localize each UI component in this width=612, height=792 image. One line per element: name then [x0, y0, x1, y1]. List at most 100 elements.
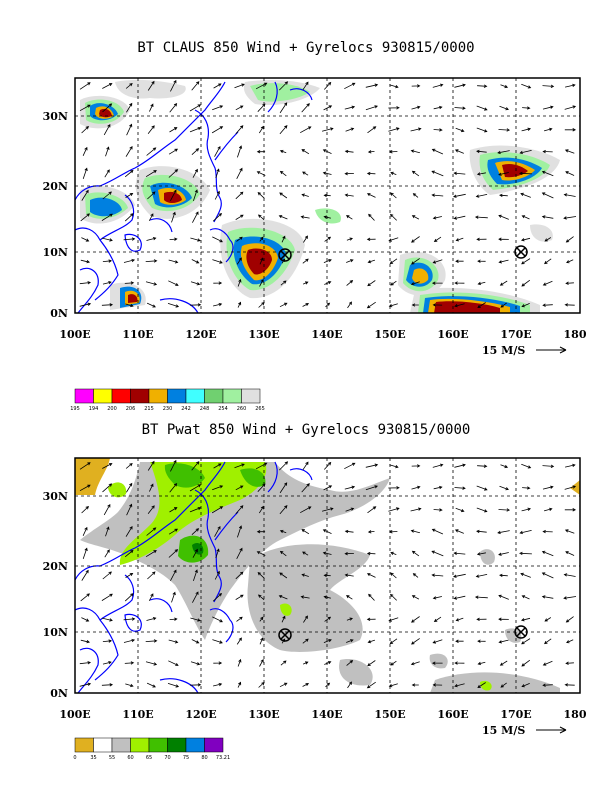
map1-gyre-marker	[514, 245, 528, 259]
wind-vector	[190, 237, 201, 242]
wind-vector	[215, 168, 220, 179]
wind-vector	[454, 486, 466, 490]
map1-reference-vector: 15 M/S	[482, 344, 567, 357]
map2-lon-label: 100E	[59, 708, 90, 721]
colorbar-label: 70	[164, 755, 170, 761]
wind-vector	[279, 505, 288, 515]
wind-vector	[344, 462, 356, 470]
wind-vector	[102, 463, 113, 469]
wind-vector	[101, 617, 113, 622]
wind-vector	[541, 572, 554, 579]
wind-vector	[498, 172, 509, 176]
wind-vector	[102, 483, 113, 493]
wind-vector	[101, 683, 114, 687]
wind-vector	[565, 551, 575, 556]
wind-vector	[169, 237, 178, 241]
wind-vector	[543, 507, 553, 512]
wind-vector	[411, 638, 420, 645]
wind-vector	[81, 506, 90, 514]
map1-coastlines	[74, 81, 313, 314]
wind-vector	[79, 484, 91, 492]
wind-vector	[563, 193, 576, 197]
wind-vector	[432, 639, 443, 644]
wind-vector	[498, 508, 511, 512]
wind-vector	[431, 550, 444, 557]
wind-vector	[103, 503, 111, 516]
wind-vector	[500, 464, 509, 469]
colorbar-swatch	[167, 388, 187, 404]
wind-vector	[212, 639, 223, 644]
wind-vector	[235, 505, 244, 515]
wind-vector	[455, 127, 465, 133]
wind-vector	[476, 529, 487, 534]
wind-vector	[279, 149, 287, 154]
map2-lon-label: 140E	[311, 708, 342, 721]
wind-vector	[82, 167, 88, 180]
wind-vector	[301, 149, 310, 155]
wind-vector	[189, 507, 202, 513]
wind-vector	[500, 682, 507, 688]
colorbar-label: 194	[89, 406, 99, 412]
wind-vector	[345, 127, 355, 132]
wind-vector	[149, 483, 154, 492]
map1-reference-vector-label: 15 M/S	[482, 344, 525, 357]
wind-vector	[344, 485, 356, 490]
wind-vector	[544, 638, 552, 645]
wind-vector	[367, 660, 376, 667]
wind-vector	[168, 549, 179, 558]
wind-vector	[499, 280, 508, 286]
wind-vector	[388, 303, 398, 308]
wind-vector	[521, 463, 532, 469]
map2-lon-label: 170E	[500, 708, 531, 721]
wind-vector	[147, 80, 155, 91]
wind-vector	[303, 235, 308, 243]
wind-vector	[433, 508, 443, 512]
wind-vector	[476, 105, 488, 111]
wind-vector	[104, 549, 110, 558]
wind-vector	[302, 281, 309, 285]
wind-vector	[519, 171, 532, 176]
wind-vector	[500, 302, 507, 308]
wind-vector	[281, 235, 286, 243]
wind-vector	[213, 682, 223, 687]
wind-vector	[168, 528, 179, 535]
wind-vector	[542, 105, 554, 110]
wind-vector	[145, 550, 157, 558]
wind-vector	[431, 148, 444, 155]
wind-vector	[521, 127, 531, 132]
wind-vector	[499, 485, 509, 491]
wind-vector	[454, 83, 466, 88]
wind-vector	[543, 127, 553, 132]
wind-vector	[146, 527, 157, 536]
wind-vector	[171, 211, 176, 223]
wind-vector	[145, 259, 158, 263]
wind-vector	[454, 683, 465, 688]
wind-vector	[390, 213, 397, 221]
map1-lat-labels: 30N 20N 10N 0N	[43, 110, 68, 320]
wind-vector	[259, 257, 264, 265]
wind-vector	[170, 569, 177, 581]
wind-vector	[564, 508, 577, 512]
wind-vector	[302, 461, 309, 471]
wind-vector	[125, 192, 134, 198]
wind-vector	[79, 462, 91, 470]
wind-vector	[476, 149, 487, 154]
wind-vector	[411, 236, 420, 243]
wind-vector	[235, 125, 244, 135]
wind-vector	[433, 236, 442, 242]
wind-vector	[455, 617, 464, 622]
map1-frame	[74, 77, 581, 314]
wind-vector	[455, 259, 464, 263]
wind-vector	[498, 594, 509, 600]
wind-vector	[190, 661, 201, 666]
wind-vector	[123, 237, 136, 241]
wind-vector	[323, 639, 332, 643]
wind-vector	[344, 171, 354, 176]
wind-vector	[410, 507, 422, 512]
wind-vector	[323, 105, 333, 111]
wind-vector	[191, 461, 200, 471]
wind-vector	[301, 483, 310, 493]
wind-vector	[454, 463, 466, 468]
wind-vector	[212, 105, 224, 111]
